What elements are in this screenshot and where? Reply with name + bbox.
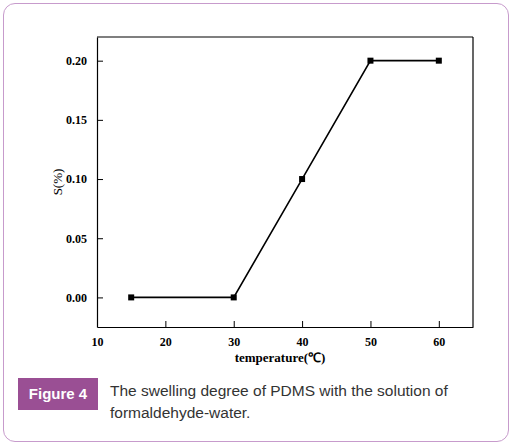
tick-label: 20 [160,335,172,349]
y-axis-title: S(%) [50,169,65,196]
tick-mark [97,179,103,180]
tick-label: 50 [365,335,377,349]
tick-mark [234,321,235,327]
tick-mark [97,297,103,298]
data-line [131,61,439,298]
tick: 0.00 [66,291,103,305]
tick: 0.05 [66,232,103,246]
tick-label: 40 [297,335,309,349]
plot-area [128,58,442,301]
tick-mark [97,238,103,239]
axis-line [98,327,474,328]
tick-label: 10 [92,335,104,349]
tick-mark [439,321,440,327]
tick: 0.20 [66,54,103,68]
figure-caption: The swelling degree of PDMS with the sol… [110,380,490,424]
figure-label: Figure 4 [18,378,98,410]
x-axis-title: temperature(℃) [235,350,326,365]
x-axis: 10 20 30 40 50 60 [92,321,474,349]
data-point [367,58,373,64]
tick-mark [165,321,166,327]
data-point [128,294,134,300]
tick: 40 [297,321,309,349]
frame-top [97,36,473,37]
tick-mark [302,321,303,327]
tick-mark [97,120,103,121]
chart: 10 20 30 40 50 60 0.00 0.05 0.10 0.15 0.20 temperat… [0,0,514,447]
tick-label: 0.00 [66,291,87,305]
tick: 50 [365,321,377,349]
tick: 0.10 [66,172,103,186]
tick-label: 0.05 [66,232,87,246]
tick-mark [97,61,103,62]
tick-label: 30 [228,335,240,349]
tick-mark [370,321,371,327]
tick: 60 [433,321,445,349]
axis-line [97,38,98,328]
tick-label: 0.20 [66,54,87,68]
tick-label: 0.10 [66,172,87,186]
tick-label: 60 [433,335,445,349]
frame-right [472,37,473,327]
figure-frame [3,3,509,442]
tick: 30 [228,321,240,349]
y-axis: 0.00 0.05 0.10 0.15 0.20 [66,38,103,328]
tick: 0.15 [66,113,103,127]
tick-label: 0.15 [66,113,87,127]
data-point [299,176,305,182]
data-point [436,58,442,64]
tick: 20 [160,321,172,349]
data-point [231,294,237,300]
